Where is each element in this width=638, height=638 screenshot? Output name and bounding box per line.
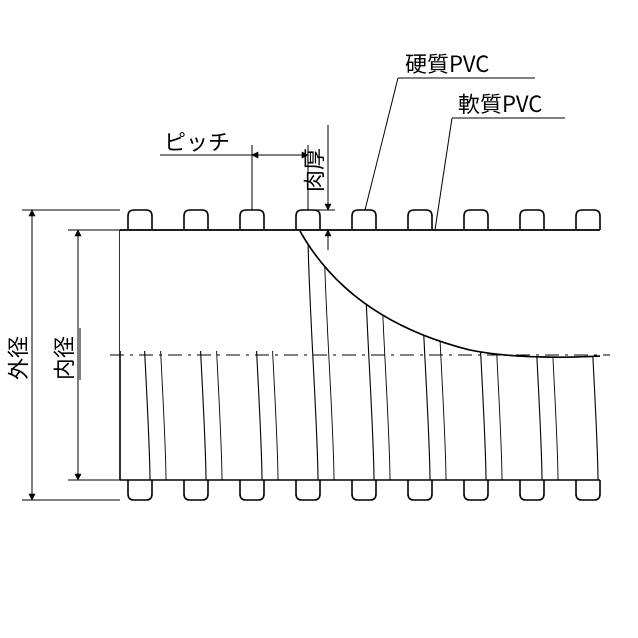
ribs-top [128, 210, 600, 230]
leader-soft-pvc [435, 118, 452, 230]
label-soft-pvc: 軟質PVC [458, 87, 542, 119]
label-inner-dia: 内径 [47, 336, 79, 380]
label-thickness: 肉厚 [297, 148, 329, 192]
label-hard-pvc: 硬質PVC [405, 47, 489, 79]
ribs-bottom [128, 480, 600, 500]
hose-body [110, 210, 610, 500]
leader-hard-pvc [365, 78, 398, 210]
label-outer-dia: 外径 [1, 336, 33, 380]
label-pitch: ピッチ [164, 125, 230, 157]
